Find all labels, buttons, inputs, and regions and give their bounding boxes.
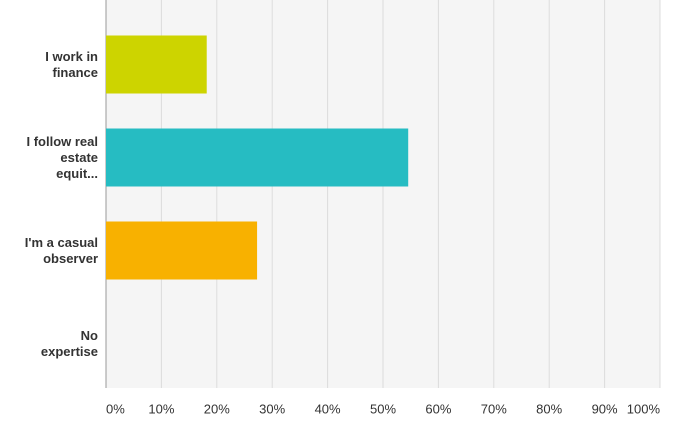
y-tick-label: No expertise <box>0 328 98 360</box>
bar <box>106 221 258 280</box>
y-tick-label: I'm a casual observer <box>0 235 98 267</box>
bar <box>106 128 409 187</box>
x-tick-label: 50% <box>370 401 396 416</box>
category-text: I follow real estate equit... <box>26 133 98 181</box>
category-text: I work in finance <box>45 48 98 80</box>
x-tick-label: 90% <box>592 401 618 416</box>
y-tick-label: I follow real estate equit... <box>0 134 98 182</box>
x-tick-label: 30% <box>259 401 285 416</box>
category-text: No expertise <box>40 327 98 359</box>
bar <box>106 35 207 94</box>
x-tick-label: 10% <box>148 401 174 416</box>
y-tick-label: I work in finance <box>0 49 98 81</box>
category-text: I'm a casual observer <box>24 234 98 266</box>
x-tick-label: 80% <box>536 401 562 416</box>
x-tick-label: 20% <box>204 401 230 416</box>
x-tick-label: 0% <box>106 401 125 416</box>
x-tick-label: 40% <box>315 401 341 416</box>
x-tick-label: 70% <box>481 401 507 416</box>
x-tick-label: 60% <box>425 401 451 416</box>
x-tick-label: 100% <box>627 401 661 416</box>
